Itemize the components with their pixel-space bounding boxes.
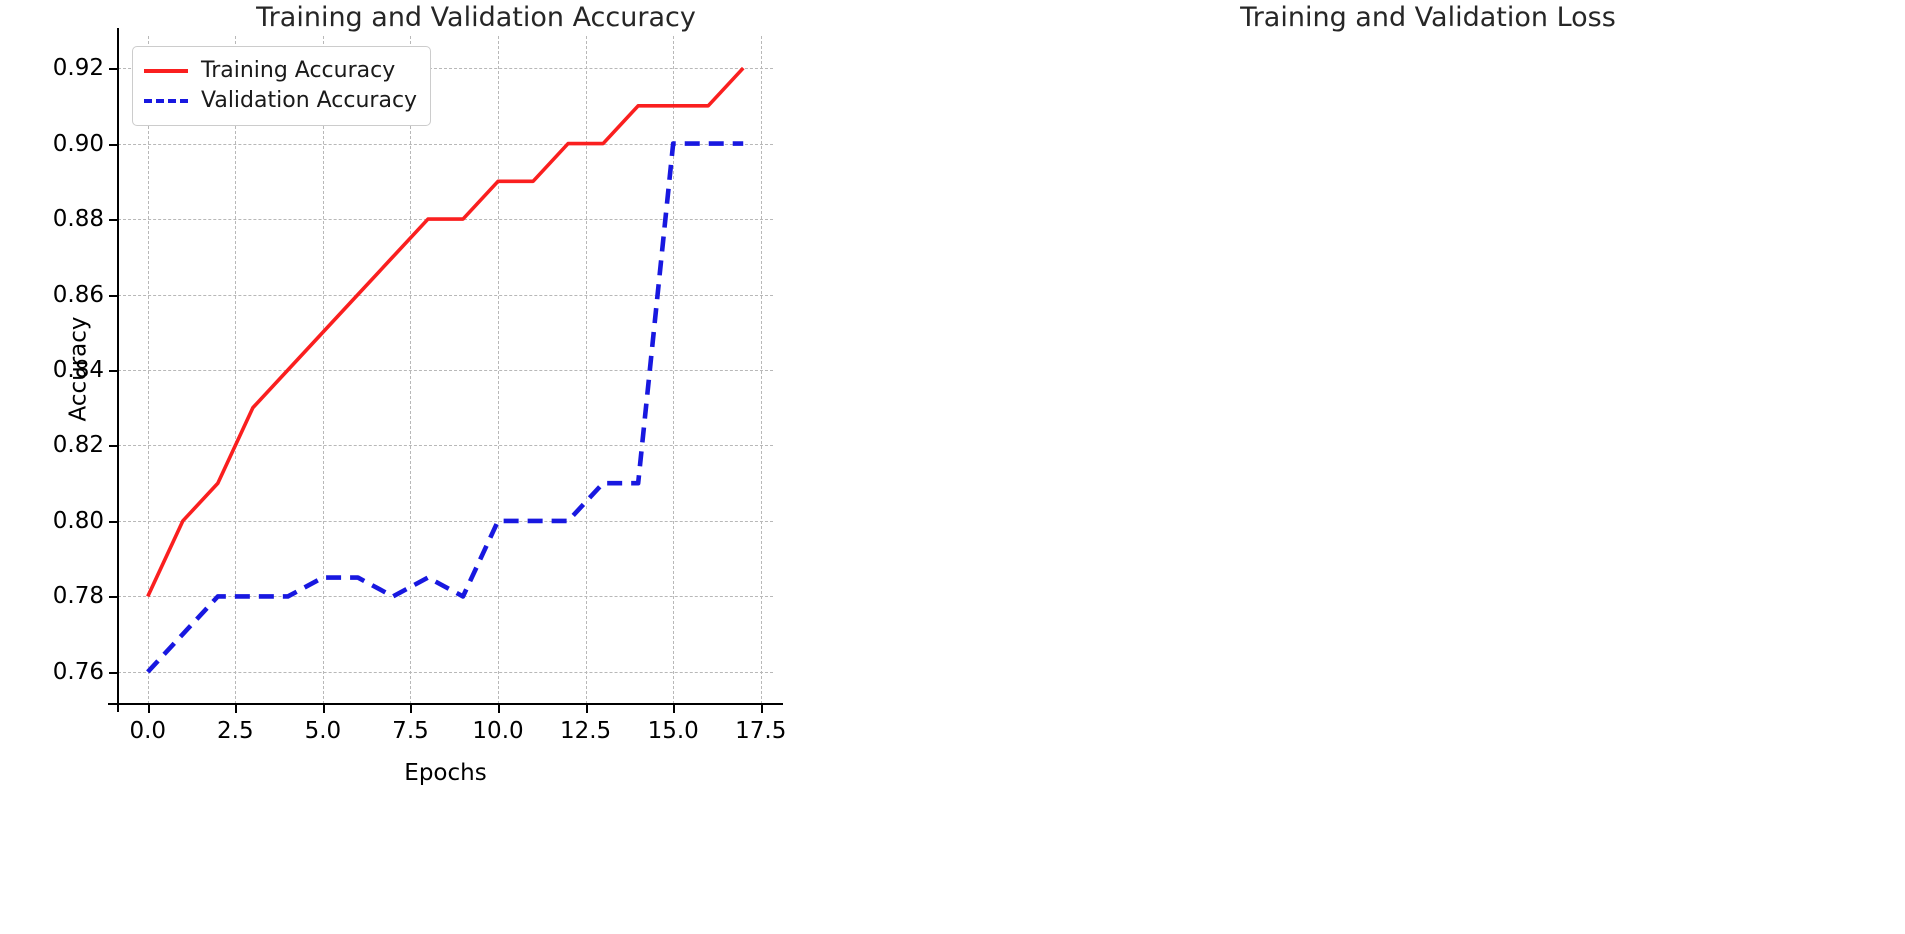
y-tick-mark bbox=[109, 294, 118, 297]
legend-entry-validation-accuracy[interactable]: Validation Accuracy bbox=[144, 86, 417, 116]
gridline-vertical bbox=[235, 36, 237, 704]
dashed-line-swatch-icon bbox=[144, 99, 188, 103]
legend-entry-training-accuracy[interactable]: Training Accuracy bbox=[144, 56, 417, 86]
x-tick-mark bbox=[410, 704, 413, 713]
gridline-horizontal bbox=[118, 68, 773, 70]
y-tick-mark bbox=[109, 596, 118, 599]
gridline-horizontal bbox=[118, 596, 773, 598]
legend-label-training-accuracy: Training Accuracy bbox=[201, 58, 396, 83]
x-tick-mark bbox=[673, 704, 676, 713]
accuracy-x-axis-label: Epochs bbox=[404, 760, 487, 786]
accuracy-y-axis-label: Accuracy bbox=[65, 316, 92, 422]
y-tick-label: 0.92 bbox=[52, 55, 104, 82]
accuracy-series-lines bbox=[146, 66, 745, 674]
accuracy-chart-panel: Training and Validation Accuracy 0.76 0.7… bbox=[0, 0, 952, 934]
x-tick-mark bbox=[498, 704, 501, 713]
x-tick-label: 17.5 bbox=[735, 718, 787, 744]
loss-chart-panel: Training and Validation Loss 0.10.20.30.… bbox=[952, 0, 1905, 934]
gridline-horizontal bbox=[118, 671, 773, 673]
gridline-vertical bbox=[322, 36, 324, 704]
y-tick-mark bbox=[109, 143, 118, 146]
gridline-horizontal bbox=[118, 445, 773, 447]
loss-chart-title: Training and Validation Loss bbox=[1240, 2, 1616, 33]
y-axis-spine bbox=[117, 28, 119, 712]
gridline-vertical bbox=[147, 36, 149, 704]
y-tick-mark bbox=[109, 370, 118, 372]
x-tick-label: 5.0 bbox=[304, 718, 342, 744]
gridline-horizontal bbox=[118, 370, 773, 371]
series-line-validation-accuracy bbox=[146, 141, 744, 674]
gridline-vertical bbox=[673, 36, 675, 704]
y-tick-label: 0.84 bbox=[52, 357, 104, 383]
y-tick-label: 0.78 bbox=[52, 583, 104, 610]
gridline-vertical bbox=[410, 36, 412, 704]
y-tick-mark bbox=[109, 520, 118, 523]
x-tick-mark bbox=[585, 704, 588, 713]
x-tick-label: 7.5 bbox=[392, 718, 429, 744]
gridline-horizontal bbox=[118, 294, 773, 296]
accuracy-plot-area: 0.76 0.78 0.80 0.82 0.84 0.86 0.88 0.90 0.92 0.0 2… bbox=[53, 28, 786, 786]
gridline-vertical bbox=[498, 36, 500, 704]
x-tick-label: 15.0 bbox=[647, 718, 699, 744]
accuracy-chart-title: Training and Validation Accuracy bbox=[256, 2, 696, 33]
y-tick-label: 0.88 bbox=[52, 206, 104, 233]
y-tick-mark bbox=[109, 68, 118, 71]
x-tick-label: 0.0 bbox=[129, 718, 167, 744]
y-tick-label: 0.82 bbox=[52, 432, 104, 459]
legend-label-validation-accuracy: Validation Accuracy bbox=[201, 88, 418, 113]
y-tick-label: 0.80 bbox=[52, 507, 104, 534]
y-tick-mark bbox=[109, 445, 118, 448]
y-tick-label: 0.90 bbox=[52, 130, 104, 157]
x-axis-spine bbox=[108, 703, 783, 705]
y-tick-label: 0.76 bbox=[52, 658, 104, 685]
gridline-horizontal bbox=[118, 520, 773, 522]
gridline-vertical bbox=[760, 36, 762, 704]
x-tick-mark bbox=[235, 704, 238, 713]
y-tick-mark bbox=[109, 671, 118, 674]
x-tick-label: 2.5 bbox=[217, 718, 254, 744]
x-tick-label: 10.0 bbox=[472, 718, 524, 744]
solid-line-swatch-icon bbox=[144, 69, 188, 73]
y-tick-mark bbox=[109, 219, 118, 222]
y-tick-label: 0.86 bbox=[52, 281, 104, 308]
accuracy-legend[interactable]: Training Accuracy Validation Accuracy bbox=[132, 46, 432, 126]
x-tick-mark bbox=[760, 704, 763, 713]
gridline-horizontal bbox=[118, 143, 773, 145]
x-tick-mark bbox=[322, 704, 325, 713]
x-tick-label: 12.5 bbox=[559, 718, 612, 744]
gridline-vertical bbox=[585, 36, 587, 704]
series-line-training-accuracy bbox=[146, 66, 745, 598]
x-tick-mark bbox=[147, 704, 150, 713]
